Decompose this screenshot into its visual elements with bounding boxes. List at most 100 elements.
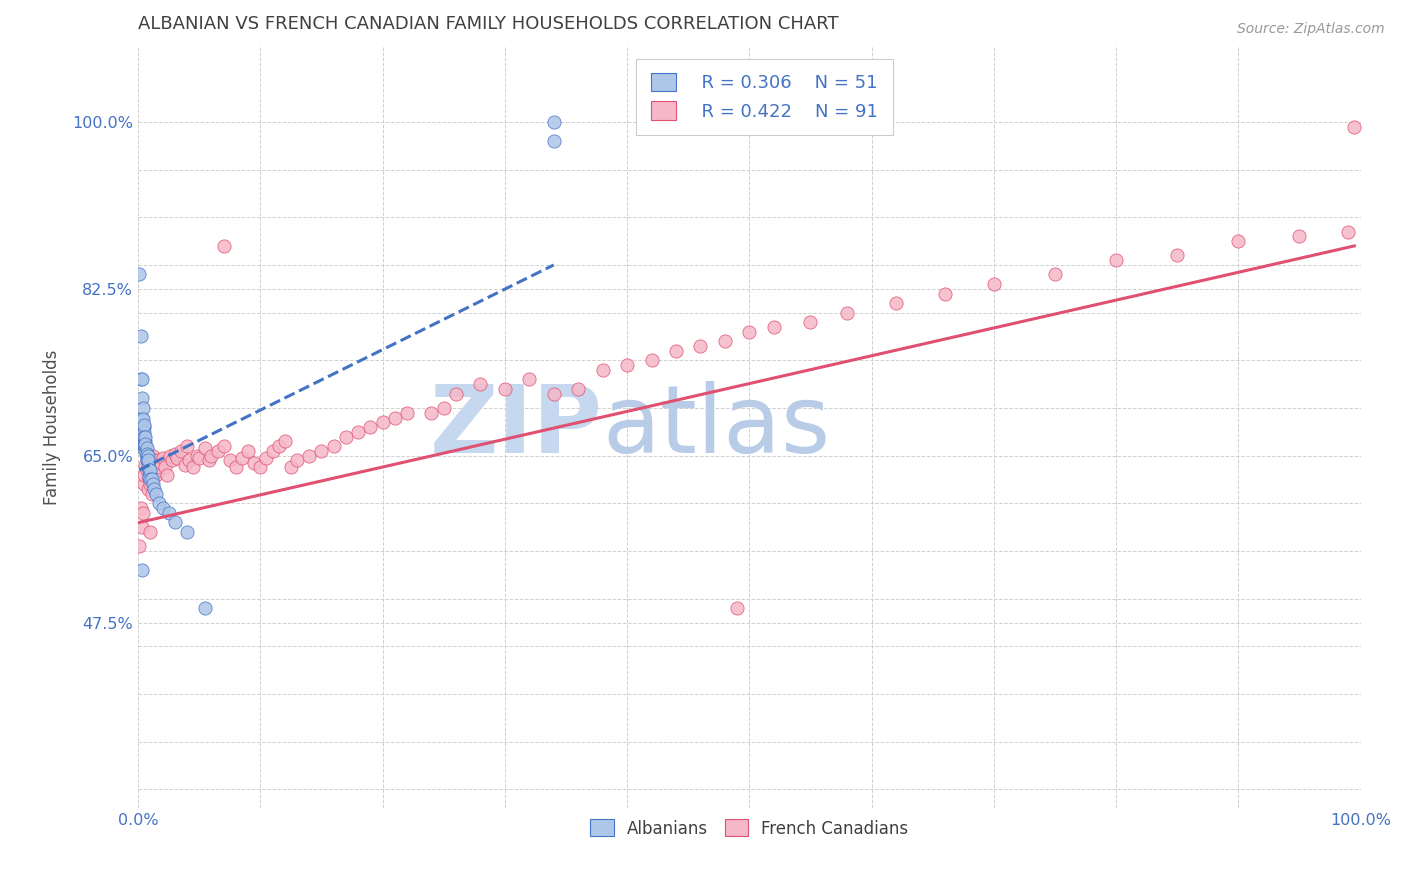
Point bbox=[131, 563, 153, 577]
Point bbox=[835, 305, 858, 319]
Point bbox=[148, 463, 170, 477]
Point bbox=[139, 524, 162, 539]
Point bbox=[665, 343, 688, 358]
Point bbox=[128, 539, 150, 553]
Point bbox=[138, 467, 160, 482]
Point bbox=[131, 410, 153, 425]
Point bbox=[135, 463, 157, 477]
Point bbox=[395, 406, 418, 420]
Point bbox=[134, 439, 156, 453]
Point bbox=[285, 453, 308, 467]
Point bbox=[135, 441, 157, 455]
Point bbox=[139, 473, 162, 487]
Point bbox=[136, 460, 159, 475]
Point bbox=[135, 449, 157, 463]
Point bbox=[134, 467, 156, 482]
Point bbox=[640, 353, 662, 368]
Point bbox=[143, 453, 166, 467]
Point bbox=[1166, 248, 1188, 262]
Point bbox=[249, 460, 271, 475]
Point bbox=[188, 450, 211, 465]
Point bbox=[132, 427, 155, 442]
Point bbox=[200, 449, 222, 463]
Point bbox=[225, 460, 247, 475]
Point bbox=[543, 134, 565, 148]
Point bbox=[163, 447, 186, 461]
Point bbox=[142, 477, 165, 491]
Point bbox=[134, 439, 156, 453]
Point bbox=[494, 382, 516, 396]
Point bbox=[138, 473, 160, 487]
Point bbox=[267, 439, 290, 453]
Point bbox=[149, 460, 172, 475]
Point bbox=[131, 392, 153, 406]
Point bbox=[335, 429, 357, 443]
Point bbox=[138, 469, 160, 483]
Point bbox=[128, 268, 150, 282]
Point bbox=[236, 443, 259, 458]
Point bbox=[134, 418, 156, 433]
Point bbox=[198, 453, 221, 467]
Point bbox=[738, 325, 761, 339]
Point bbox=[129, 329, 152, 343]
Point bbox=[132, 412, 155, 426]
Point bbox=[143, 482, 166, 496]
Point bbox=[132, 401, 155, 415]
Point bbox=[134, 429, 156, 443]
Point bbox=[150, 456, 173, 470]
Point bbox=[384, 410, 406, 425]
Point bbox=[243, 456, 266, 470]
Point bbox=[470, 377, 492, 392]
Point bbox=[186, 449, 208, 463]
Point bbox=[134, 434, 156, 449]
Point bbox=[143, 458, 166, 473]
Point bbox=[162, 453, 184, 467]
Point bbox=[146, 453, 169, 467]
Point bbox=[134, 443, 156, 458]
Point bbox=[274, 434, 297, 449]
Point bbox=[132, 420, 155, 434]
Point bbox=[207, 443, 229, 458]
Point bbox=[884, 296, 907, 310]
Point bbox=[311, 443, 333, 458]
Point bbox=[359, 420, 381, 434]
Point bbox=[934, 286, 956, 301]
Point bbox=[141, 473, 163, 487]
Point bbox=[136, 453, 159, 467]
Point bbox=[762, 320, 785, 334]
Text: Source: ZipAtlas.com: Source: ZipAtlas.com bbox=[1237, 22, 1385, 37]
Point bbox=[1105, 253, 1128, 268]
Point bbox=[134, 458, 156, 473]
Point bbox=[347, 425, 370, 439]
Point bbox=[176, 439, 198, 453]
Point bbox=[152, 450, 174, 465]
Point bbox=[371, 415, 394, 429]
Point bbox=[1288, 229, 1310, 244]
Text: atlas: atlas bbox=[603, 381, 831, 473]
Point bbox=[138, 463, 160, 477]
Point bbox=[616, 358, 638, 372]
Point bbox=[129, 372, 152, 386]
Point bbox=[134, 441, 156, 455]
Point bbox=[128, 439, 150, 453]
Point bbox=[689, 339, 711, 353]
Point bbox=[136, 456, 159, 470]
Point bbox=[433, 401, 456, 415]
Point bbox=[131, 520, 153, 534]
Point bbox=[262, 443, 284, 458]
Point bbox=[592, 363, 614, 377]
Point bbox=[231, 450, 253, 465]
Point bbox=[166, 450, 188, 465]
Point bbox=[148, 496, 170, 510]
Point bbox=[134, 477, 156, 491]
Point bbox=[714, 334, 737, 349]
Legend: Albanians, French Canadians: Albanians, French Canadians bbox=[582, 811, 917, 846]
Y-axis label: Family Households: Family Households bbox=[44, 350, 60, 505]
Point bbox=[181, 460, 204, 475]
Point bbox=[179, 453, 201, 467]
Point bbox=[194, 441, 217, 455]
Point bbox=[256, 450, 278, 465]
Point bbox=[132, 506, 155, 520]
Point bbox=[134, 437, 156, 451]
Point bbox=[194, 601, 217, 615]
